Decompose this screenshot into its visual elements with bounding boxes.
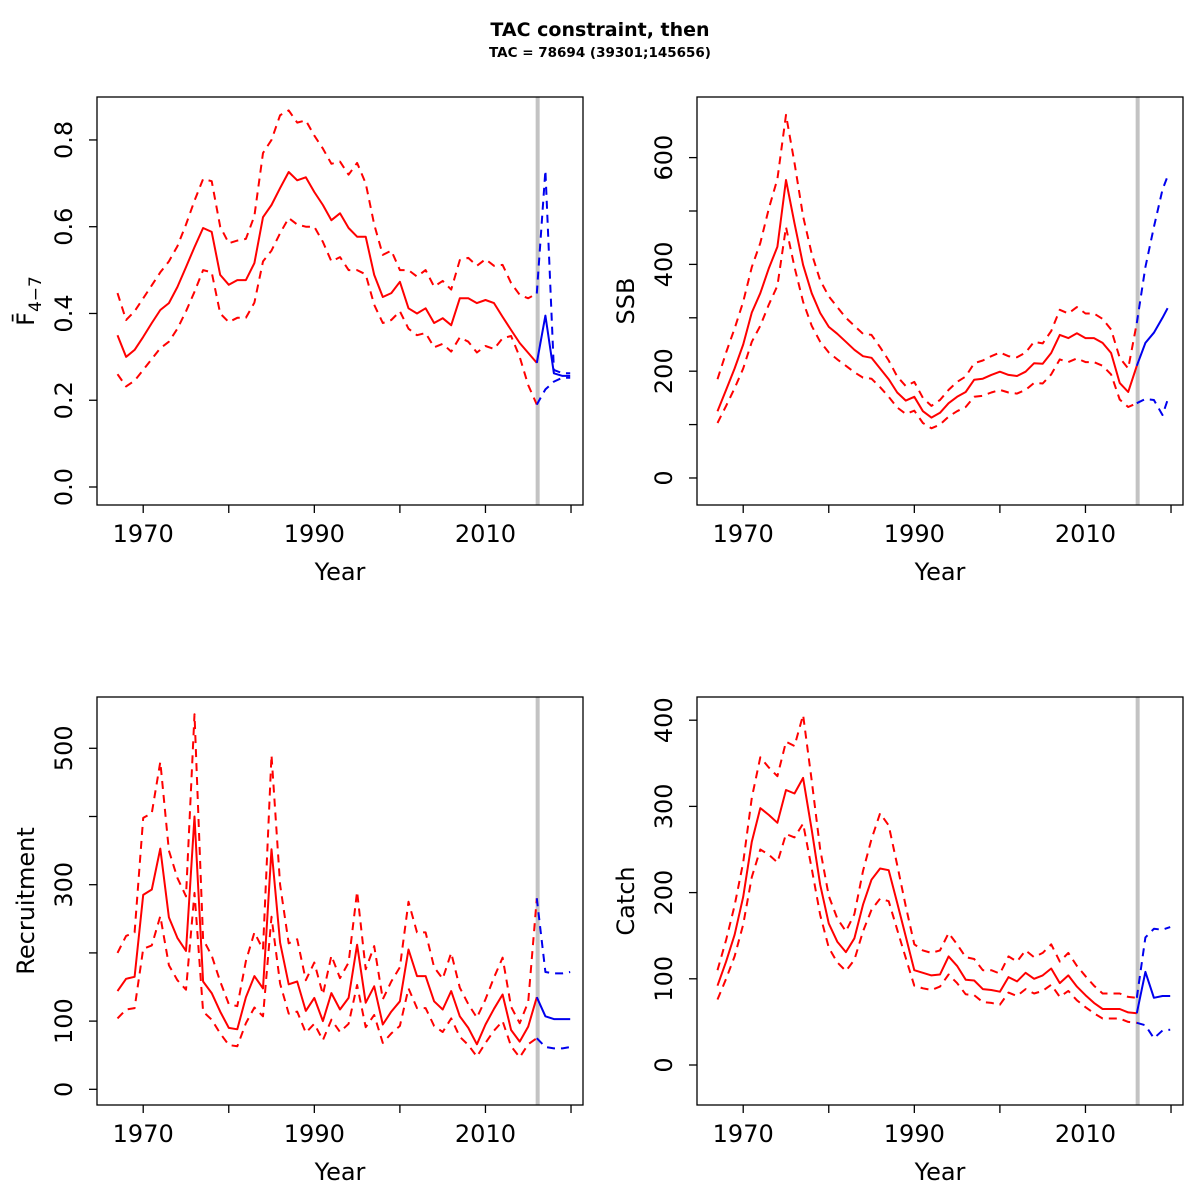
y-axis-title: SSB	[612, 278, 640, 325]
x-tick-label: 1990	[284, 1120, 345, 1148]
x-axis-title: Year	[314, 558, 366, 586]
catch-historical-upper90-line	[716, 714, 1137, 999]
panel-background	[600, 0, 1200, 600]
panel-background	[600, 600, 1200, 1200]
catch-projection-median-line	[1135, 970, 1171, 1014]
fbar-projection-upper90-line	[535, 169, 571, 375]
x-tick-label: 1970	[713, 520, 774, 548]
fbar-historical-upper90-line	[116, 109, 538, 321]
y-tick-label: 0.2	[50, 381, 78, 419]
x-tick-label: 2010	[455, 520, 516, 548]
plot-box	[96, 696, 584, 1106]
y-tick-label: 100	[50, 998, 78, 1044]
x-tick-label: 2010	[1055, 1120, 1116, 1148]
x-tick-label: 1990	[284, 520, 345, 548]
fbar-projection-median-line	[535, 314, 571, 377]
fbar-chart-svg: 1970 1990 2010 0.0 0.2 0.4 0.6 0.8 Year F̄4−7	[0, 0, 600, 600]
y-axis-title: Recruitment	[12, 827, 40, 974]
ssb-projection-median-line	[1135, 307, 1169, 367]
ssb-chart-svg: 1970 1990 2010 0 200 400 600 Year SSB	[600, 0, 1200, 600]
catch-projection-upper90-line	[1135, 926, 1171, 998]
figure-title: TAC constraint, then	[490, 19, 710, 41]
x-tick-label: 1970	[113, 520, 174, 548]
x-tick-label: 1990	[884, 1120, 945, 1148]
recruitment-historical-upper90-line	[116, 713, 538, 1025]
y-tick-label: 0.6	[50, 208, 78, 246]
recruitment-projection-lower90-line	[536, 1037, 571, 1050]
x-tick-label: 2010	[1055, 520, 1116, 548]
x-tick-label: 1990	[884, 520, 945, 548]
panel-catch: 1970 1990 2010 0 100 200 300 400 Year Catch	[600, 600, 1200, 1200]
y-tick-label: 0.4	[50, 294, 78, 332]
x-axis-title: Year	[914, 1158, 966, 1186]
y-axis-title: Catch	[612, 866, 640, 935]
ssb-historical-lower90-line	[716, 226, 1138, 430]
x-tick-label: 1970	[713, 1120, 774, 1148]
fbar-historical-lower90-line	[116, 217, 538, 406]
y-axis-title: F̄4−7	[11, 276, 46, 326]
y-tick-label: 400	[650, 697, 678, 743]
y-tick-label: 200	[650, 870, 678, 916]
x-axis-title: Year	[314, 1158, 366, 1186]
panel-fbar: 1970 1990 2010 0.0 0.2 0.4 0.6 0.8 Year F̄4−7	[0, 0, 600, 600]
figure-header: TAC constraint, then TAC = 78694 (39301;…	[0, 0, 1200, 61]
catch-projection-lower90-line	[1136, 1021, 1171, 1040]
plot-box	[96, 96, 584, 506]
y-tick-label: 300	[50, 862, 78, 908]
plot-box	[696, 96, 1184, 506]
ssb-projection-upper90-line	[1135, 175, 1169, 324]
recruitment-historical-median-line	[116, 815, 538, 1046]
recruitment-chart-svg: 1970 1990 2010 0 100 300 500 Year Recruitment	[0, 600, 600, 1200]
y-tick-label: 200	[650, 348, 678, 394]
x-axis-title: Year	[914, 558, 966, 586]
y-tick-label: 300	[650, 783, 678, 829]
recruitment-historical-lower90-line	[116, 891, 538, 1059]
y-tick-label: 0	[50, 1082, 78, 1097]
panel-background	[0, 600, 600, 1200]
panel-recruitment: 1970 1990 2010 0 100 300 500 Year Recruitment	[0, 600, 600, 1200]
panel-background	[0, 0, 600, 600]
catch-chart-svg: 1970 1990 2010 0 100 200 300 400 Year Catch	[600, 600, 1200, 1200]
ssb-historical-upper90-line	[716, 113, 1138, 407]
panel-ssb: 1970 1990 2010 0 200 400 600 Year SSB	[600, 0, 1200, 600]
fbar-projection-lower90-line	[535, 376, 571, 406]
y-tick-label: 0	[650, 1057, 678, 1072]
ssb-projection-lower90-line	[1136, 398, 1169, 416]
recruitment-projection-upper90-line	[535, 898, 571, 975]
y-tick-label: 100	[650, 956, 678, 1002]
recruitment-projection-median-line	[535, 996, 571, 1021]
ssb-historical-median-line	[716, 179, 1138, 419]
catch-historical-median-line	[716, 776, 1137, 1015]
catch-historical-lower90-line	[716, 822, 1137, 1024]
y-tick-label: 500	[50, 725, 78, 771]
y-tick-label: 600	[650, 135, 678, 181]
y-tick-label: 0	[650, 470, 678, 485]
figure-subtitle: TAC = 78694 (39301;145656)	[489, 44, 711, 61]
y-tick-label: 0.0	[50, 468, 78, 506]
y-tick-label: 0.8	[50, 121, 78, 159]
x-tick-label: 2010	[455, 1120, 516, 1148]
y-tick-label: 400	[650, 241, 678, 287]
fbar-historical-median-line	[116, 171, 538, 364]
plot-box	[696, 696, 1184, 1106]
x-tick-label: 1970	[113, 1120, 174, 1148]
